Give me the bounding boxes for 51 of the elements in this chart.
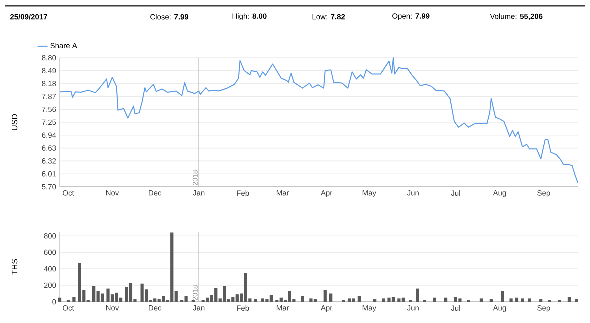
bar <box>154 298 157 302</box>
y-axis-title: THS <box>12 259 18 275</box>
bar <box>261 298 265 302</box>
bar <box>352 298 356 302</box>
bar <box>101 294 104 302</box>
bar <box>140 284 144 302</box>
bar <box>223 286 226 302</box>
bar <box>454 297 458 302</box>
bar <box>416 288 420 302</box>
bar <box>568 297 572 302</box>
bar <box>388 298 391 302</box>
bar <box>444 298 448 302</box>
bar <box>58 298 62 302</box>
bar <box>78 263 82 302</box>
bar <box>392 297 396 302</box>
bar <box>324 290 327 302</box>
bar <box>528 298 532 302</box>
bar <box>310 298 313 302</box>
bar <box>480 298 484 302</box>
line-series <box>60 57 578 184</box>
bar <box>515 298 519 302</box>
y-axis-title: USD <box>12 114 18 130</box>
bar <box>501 291 504 302</box>
bar <box>129 283 133 302</box>
bar <box>398 298 401 302</box>
bar <box>106 288 110 302</box>
bar <box>521 298 524 302</box>
bar <box>382 298 386 302</box>
bar <box>170 232 174 302</box>
bar <box>433 298 436 302</box>
bar <box>236 294 239 302</box>
bar <box>458 298 462 302</box>
bar <box>214 288 218 302</box>
bar <box>348 298 352 302</box>
bar <box>301 296 304 302</box>
bar <box>244 273 248 302</box>
bar <box>270 295 274 302</box>
bar <box>232 297 235 302</box>
bar <box>358 296 362 302</box>
bar <box>510 298 513 302</box>
bar <box>280 298 283 302</box>
bar <box>162 296 166 302</box>
bar <box>92 286 96 302</box>
bar <box>72 297 76 302</box>
bar <box>288 291 292 302</box>
bar <box>402 298 406 302</box>
bar <box>115 292 118 302</box>
bar <box>206 298 210 302</box>
bar <box>184 296 188 302</box>
bar <box>125 287 128 302</box>
bar <box>330 294 333 302</box>
